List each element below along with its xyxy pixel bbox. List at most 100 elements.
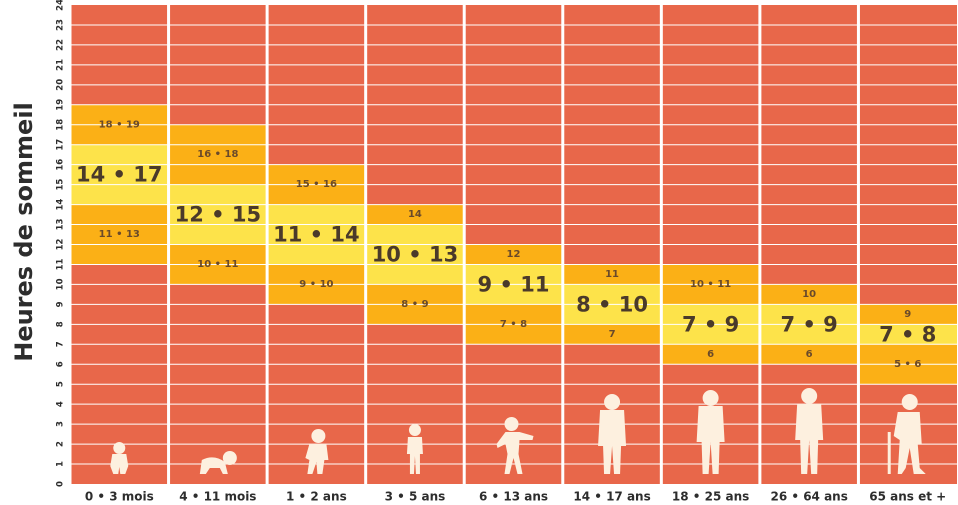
band-acceptable-upper-label: 12 xyxy=(507,249,521,260)
x-category-label: 6 • 13 ans xyxy=(479,490,548,504)
silhouette-part xyxy=(305,444,329,474)
band-acceptable-lower-label: 9 • 10 xyxy=(299,279,333,290)
band-acceptable-upper-label: 16 • 18 xyxy=(197,149,238,160)
band-recommended-label: 7 • 9 xyxy=(682,312,739,336)
band-acceptable-lower xyxy=(70,204,169,265)
y-tick-label: 3 xyxy=(56,421,66,427)
band-acceptable-lower xyxy=(562,324,662,345)
band-acceptable-lower-label: 5 • 6 xyxy=(894,359,921,370)
band-recommended-label: 8 • 10 xyxy=(576,292,648,316)
senior-with-cane-icon xyxy=(887,394,926,474)
silhouette-part xyxy=(893,412,926,474)
y-tick-label: 4 xyxy=(56,401,66,407)
band-acceptable-lower-label: 7 xyxy=(609,329,616,340)
silhouette-part xyxy=(406,437,423,474)
y-tick-label: 19 xyxy=(56,99,66,111)
band-acceptable-upper-label: 10 xyxy=(802,289,816,300)
age-column: 11 7 8 • 10 xyxy=(562,5,662,484)
running-child-icon xyxy=(496,417,534,474)
y-tick-label: 22 xyxy=(56,39,66,51)
y-tick-label: 1 xyxy=(56,461,66,467)
band-acceptable-lower xyxy=(759,344,859,365)
y-tick-label: 12 xyxy=(56,239,66,251)
y-tick-label: 24 xyxy=(56,0,66,11)
age-column: 12 7 • 8 9 • 11 xyxy=(464,5,563,484)
x-category-label: 18 • 25 ans xyxy=(672,490,749,504)
child-icon xyxy=(406,424,423,474)
band-recommended-label: 14 • 17 xyxy=(76,163,163,187)
band-acceptable-upper xyxy=(562,264,662,285)
silhouette-part xyxy=(801,388,818,404)
band-acceptable-lower-label: 10 • 11 xyxy=(197,259,238,270)
y-tick-label: 8 xyxy=(56,321,66,327)
age-column: 18 • 19 11 • 13 14 • 17 xyxy=(70,5,169,484)
band-acceptable-upper xyxy=(365,204,465,225)
band-recommended xyxy=(168,184,268,245)
silhouette-part xyxy=(598,410,627,474)
silhouette-part xyxy=(113,442,126,454)
young-adult-icon xyxy=(696,390,725,474)
silhouette-part xyxy=(901,394,918,410)
y-tick-label: 17 xyxy=(56,139,66,151)
x-category-label: 26 • 64 ans xyxy=(770,490,847,504)
y-tick-label: 23 xyxy=(56,19,66,31)
silhouette-part xyxy=(702,390,719,406)
y-tick-label: 14 xyxy=(56,199,66,211)
y-tick-label: 13 xyxy=(56,219,66,231)
band-acceptable-upper-label: 18 • 19 xyxy=(99,119,140,130)
y-tick-label: 9 xyxy=(56,301,66,307)
band-acceptable-lower-label: 6 xyxy=(806,349,813,360)
age-column: 14 8 • 9 10 • 13 xyxy=(365,5,465,484)
silhouette-part xyxy=(504,417,519,431)
cane xyxy=(887,432,891,474)
band-recommended xyxy=(858,324,957,345)
silhouette-part xyxy=(795,404,824,474)
band-recommended-label: 7 • 8 xyxy=(879,322,936,346)
age-column: 10 6 7 • 9 xyxy=(759,5,859,484)
x-axis-categories: 0 • 3 mois 4 • 11 mois 1 • 2 ans 3 • 5 ans 6… xyxy=(85,490,946,504)
age-column: 10 • 11 6 7 • 9 xyxy=(661,5,760,484)
band-acceptable-upper xyxy=(759,284,859,305)
adult-icon xyxy=(795,388,824,474)
columns: 18 • 19 11 • 13 14 • 17 16 • 18 10 • 11 12 • … xyxy=(68,5,957,484)
band-acceptable-upper xyxy=(858,304,957,325)
toddler-icon xyxy=(305,429,329,474)
baby-icon xyxy=(110,442,129,474)
band-acceptable-upper xyxy=(168,124,268,185)
band-recommended-label: 11 • 14 xyxy=(273,223,360,247)
y-tick-label: 18 xyxy=(56,119,66,131)
x-category-label: 14 • 17 ans xyxy=(573,490,650,504)
age-column: 16 • 18 10 • 11 12 • 15 xyxy=(168,5,268,484)
band-acceptable-upper-label: 10 • 11 xyxy=(690,279,731,290)
x-category-label: 0 • 3 mois xyxy=(85,490,154,504)
y-tick-label: 0 xyxy=(56,481,66,487)
silhouette-part xyxy=(496,432,534,474)
age-column: 15 • 16 9 • 10 11 • 14 xyxy=(267,5,366,484)
band-recommended xyxy=(267,204,366,265)
x-category-label: 3 • 5 ans xyxy=(385,490,446,504)
y-tick-label: 21 xyxy=(56,59,66,71)
band-recommended xyxy=(70,144,169,205)
x-category-label: 65 ans et + xyxy=(869,490,946,504)
band-acceptable-upper-label: 9 xyxy=(904,309,911,320)
silhouette-part xyxy=(408,424,421,436)
band-acceptable-upper-label: 14 xyxy=(408,209,422,220)
band-recommended-label: 7 • 9 xyxy=(781,312,838,336)
y-tick-label: 16 xyxy=(56,159,66,171)
silhouette-part xyxy=(311,429,326,443)
band-acceptable-lower-label: 7 • 8 xyxy=(500,319,527,330)
band-recommended-label: 10 • 13 xyxy=(372,242,459,266)
y-axis-label: Heures de sommeil xyxy=(10,102,38,362)
band-acceptable-lower xyxy=(661,344,760,365)
y-tick-label: 5 xyxy=(56,381,66,387)
y-tick-label: 10 xyxy=(56,278,66,290)
silhouette-part xyxy=(604,394,621,410)
silhouette-part xyxy=(110,454,129,474)
y-tick-label: 11 xyxy=(56,259,66,271)
band-acceptable-upper-label: 15 • 16 xyxy=(296,179,337,190)
teen-icon xyxy=(598,394,627,474)
crawling-baby-icon xyxy=(199,451,237,474)
band-acceptable-lower-label: 11 • 13 xyxy=(99,229,140,240)
band-recommended-label: 9 • 11 xyxy=(478,272,550,296)
